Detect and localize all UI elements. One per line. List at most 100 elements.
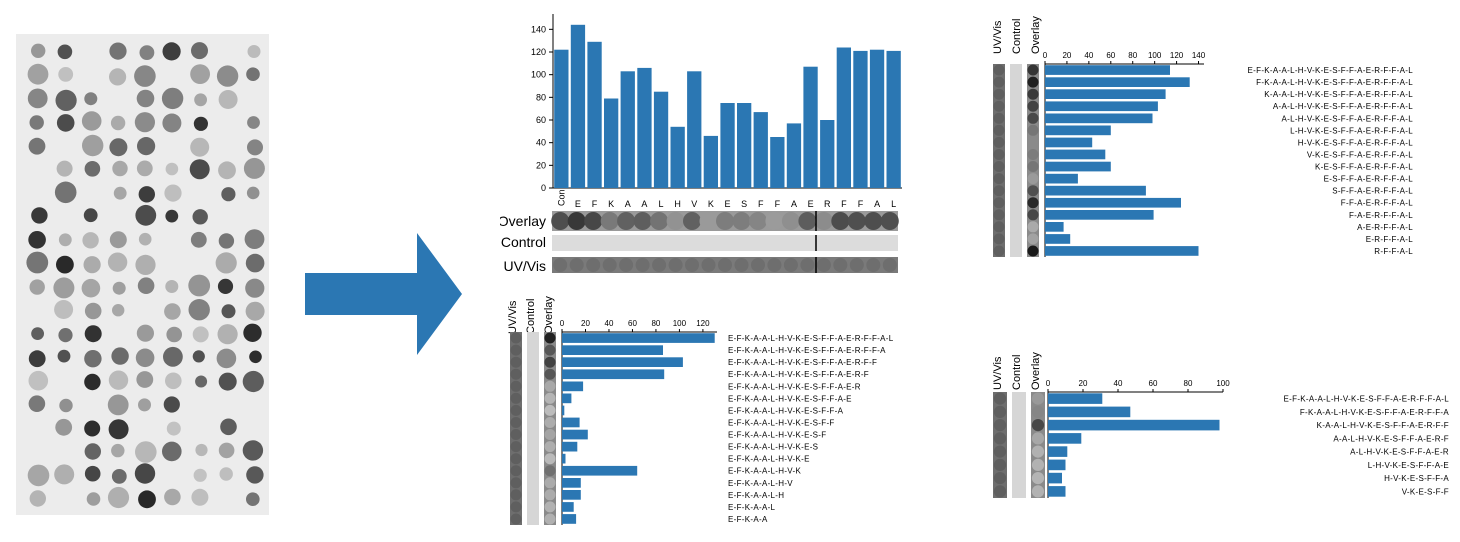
peptide-label: E-F-K-A-A-L-H-V-K-E-S-F-F-A-E bbox=[728, 394, 852, 403]
x-tick-label: S bbox=[741, 199, 747, 209]
strip-spot bbox=[993, 418, 1007, 432]
overlay-label: Overlay bbox=[500, 213, 546, 229]
bar bbox=[1048, 472, 1062, 484]
x-tick-label: F bbox=[592, 199, 598, 209]
right-arrow-icon bbox=[305, 233, 462, 355]
strip-spot bbox=[668, 258, 683, 272]
peptide-labels: E-F-K-A-A-L-H-V-K-E-S-F-F-A-E-R-F-F-A-L F… bbox=[1248, 66, 1414, 256]
blot-spot bbox=[137, 277, 155, 294]
x-tick-labels: Con E F K A A L H V K E S F F A E R F F A L bbox=[556, 189, 896, 209]
blot-spot bbox=[28, 137, 46, 155]
blot-spot bbox=[192, 350, 205, 363]
blot-spot bbox=[84, 92, 98, 106]
strip-spot bbox=[781, 212, 800, 230]
blot-spot bbox=[111, 443, 125, 458]
blot-spot bbox=[57, 44, 73, 60]
strip-background bbox=[1031, 392, 1045, 498]
peptide-label: K-E-S-F-F-A-E-R-F-F-A-L bbox=[1315, 163, 1413, 172]
blot-spot bbox=[81, 278, 101, 298]
strip-spot bbox=[510, 465, 522, 477]
blot-spot bbox=[217, 278, 234, 294]
blot-spot bbox=[108, 419, 129, 440]
blot-spot bbox=[27, 88, 48, 109]
blot-spot bbox=[215, 252, 237, 274]
strip-spot bbox=[833, 258, 848, 272]
bar bbox=[562, 357, 683, 367]
blot-spot bbox=[218, 90, 238, 109]
blot-spot bbox=[83, 256, 101, 274]
strip-spot bbox=[1027, 233, 1039, 245]
blot-spot bbox=[136, 89, 155, 108]
x-tick-label: E bbox=[575, 199, 581, 209]
bar bbox=[853, 50, 868, 189]
bar bbox=[1048, 406, 1131, 418]
y-tick-label: 40 bbox=[536, 138, 546, 148]
strip-spot bbox=[602, 258, 617, 272]
strip-spot bbox=[544, 344, 556, 356]
peptide-label: E-S-F-F-A-E-R-F-F-A-L bbox=[1324, 175, 1414, 184]
peptide-label: H-V-K-E-S-F-F-A bbox=[1384, 474, 1449, 483]
blot-strips bbox=[510, 332, 556, 525]
blot-spot bbox=[163, 396, 180, 413]
strip-spot bbox=[798, 212, 817, 230]
blot-spot bbox=[139, 45, 155, 60]
x-tick-label: 80 bbox=[651, 319, 660, 328]
strip-spot bbox=[1027, 64, 1039, 76]
bar bbox=[1045, 89, 1166, 99]
strip-spot bbox=[544, 332, 556, 344]
strip-spot bbox=[783, 258, 798, 272]
bar bbox=[1048, 393, 1103, 404]
bar bbox=[703, 135, 718, 188]
strip-spot bbox=[544, 356, 556, 368]
blot-spot bbox=[188, 299, 210, 321]
strip-spot bbox=[993, 392, 1007, 405]
strip-spot bbox=[1031, 432, 1045, 445]
blot-spot bbox=[110, 115, 126, 131]
x-tick-label: F bbox=[858, 199, 864, 209]
peptide-label: K-A-A-L-H-V-K-E-S-F-F-A-E-R-F-F-A-L bbox=[1264, 90, 1413, 99]
blot-spot bbox=[29, 490, 46, 507]
strip-spot bbox=[993, 197, 1005, 209]
strip-spot bbox=[1027, 124, 1039, 136]
x-tick-label: 100 bbox=[1216, 379, 1230, 388]
y-tick-label: 120 bbox=[531, 47, 546, 57]
x-tick-label: L bbox=[659, 199, 664, 209]
blot-spot bbox=[138, 186, 155, 203]
control-label: Control bbox=[1011, 355, 1023, 390]
strip-spot bbox=[993, 173, 1005, 185]
blot-spot bbox=[29, 279, 45, 295]
bar bbox=[570, 24, 586, 188]
blot-spot bbox=[188, 274, 211, 297]
blot-spot bbox=[53, 277, 75, 299]
strip-spot bbox=[617, 212, 636, 230]
blot-spot bbox=[245, 301, 265, 321]
blot-spot bbox=[107, 486, 130, 509]
y-tick-label: 60 bbox=[536, 115, 546, 125]
blot-spot bbox=[58, 233, 72, 247]
strip-spot bbox=[544, 453, 556, 465]
strip-background bbox=[544, 332, 556, 525]
blot-spot bbox=[192, 209, 208, 225]
strip-spot bbox=[510, 368, 522, 380]
strip-spot bbox=[1031, 471, 1045, 485]
bar bbox=[562, 381, 584, 392]
peptide-label: E-F-K-A-A-L-H-V-K-E-S-F-F-A-E-R-F-F bbox=[728, 358, 877, 367]
bar bbox=[620, 71, 635, 188]
strip-spot bbox=[814, 212, 833, 230]
blot-spot bbox=[84, 302, 102, 320]
blot-spot bbox=[86, 492, 101, 506]
bar bbox=[1048, 419, 1220, 431]
blot-spot bbox=[58, 328, 73, 343]
bar bbox=[562, 345, 663, 355]
bar bbox=[1045, 125, 1111, 136]
bar bbox=[1045, 149, 1106, 160]
strip-spot bbox=[510, 344, 522, 356]
blot-spot bbox=[218, 161, 236, 180]
peptide-label: E-F-K-A-A-L-H-V bbox=[728, 479, 793, 488]
bar bbox=[1045, 101, 1158, 112]
strip-spot bbox=[510, 392, 522, 404]
control-label: Control bbox=[525, 299, 537, 334]
strip-spot bbox=[993, 471, 1007, 485]
strip-spot bbox=[553, 258, 568, 272]
x-tick-label: R bbox=[824, 199, 831, 209]
